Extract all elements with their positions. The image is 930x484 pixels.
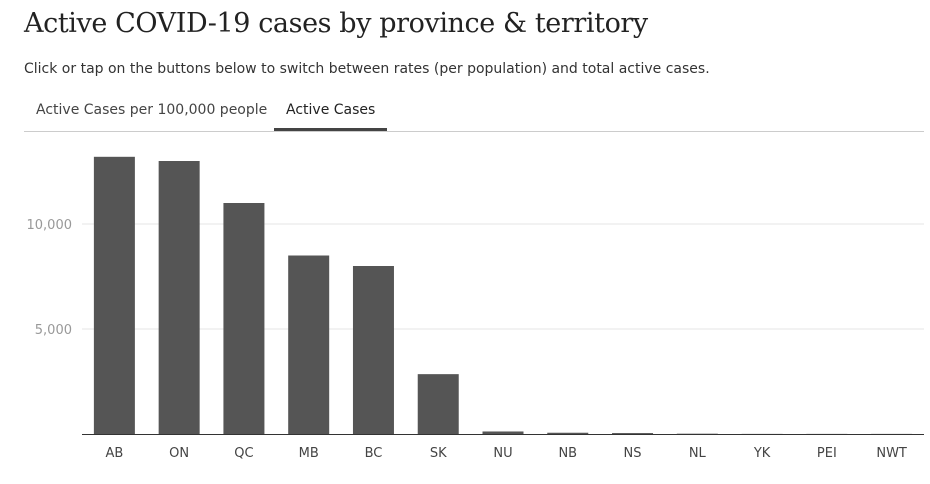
y-tick-label: 10,000	[27, 218, 73, 233]
chart-subtitle: Click or tap on the buttons below to swi…	[24, 61, 710, 77]
x-tick-label: PEI	[817, 446, 837, 461]
x-tick-label: AB	[105, 446, 123, 461]
tab-active-cases[interactable]: Active Cases	[274, 97, 388, 131]
bar-chart: 5,000 10,000 AB ON QC MB BC SK NU NB NS NL YK PEI NWT	[27, 156, 924, 461]
x-tick-label: NWT	[876, 446, 907, 461]
x-tick-label: QC	[234, 446, 253, 461]
bar-ab	[93, 156, 135, 435]
y-tick-label: 5,000	[35, 323, 72, 338]
x-tick-label: NB	[558, 446, 577, 461]
bar-nu	[482, 431, 524, 434]
x-tick-label: NS	[624, 446, 642, 461]
x-tick-label: ON	[169, 446, 189, 461]
x-tick-label: YK	[753, 446, 771, 461]
bar-ns	[612, 433, 654, 434]
tab-rate-per-100k[interactable]: Active Cases per 100,000 people	[36, 102, 268, 118]
bar-bc	[352, 266, 394, 434]
x-tick-label: MB	[299, 446, 319, 461]
x-tick-label: BC	[365, 446, 383, 461]
chart-title: Active COVID-19 cases by province & terr…	[24, 8, 648, 39]
x-tick-label: NL	[689, 446, 707, 461]
bar-mb	[288, 255, 330, 434]
bar-on	[158, 161, 200, 434]
x-tick-label: NU	[493, 446, 512, 461]
bar-sk	[417, 374, 459, 434]
x-tick-label: SK	[430, 446, 447, 461]
tab-bar: Active Cases per 100,000 people Active C…	[24, 97, 924, 132]
bar-qc	[223, 203, 265, 434]
bar-nb	[547, 432, 589, 434]
